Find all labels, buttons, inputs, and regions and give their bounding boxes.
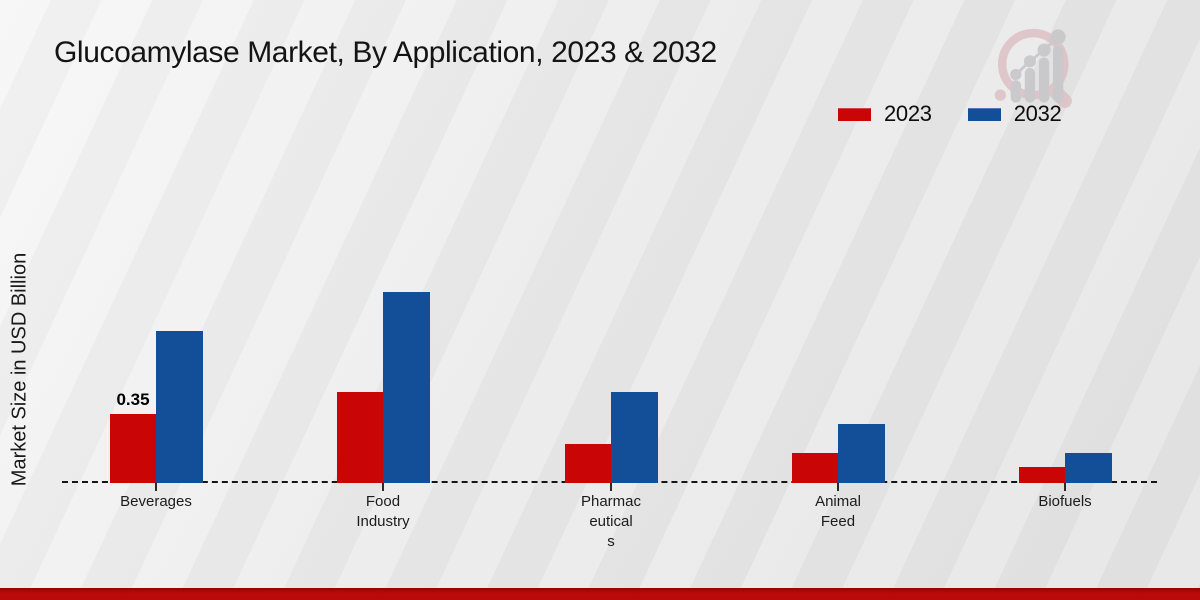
data-label-2023-beverages: 0.35 <box>116 390 150 409</box>
bar-2032-biofuels <box>1065 453 1112 483</box>
x-tick-pharmaceuticals <box>610 483 612 491</box>
bar-2032-beverages <box>156 331 203 483</box>
bar-2023-food-industry <box>337 392 383 483</box>
category-label-beverages: Beverages <box>120 493 192 510</box>
legend-label-2032: 2032 <box>1013 101 1062 126</box>
x-tick-biofuels <box>1064 483 1066 491</box>
category-label-biofuels: Biofuels <box>1038 493 1092 510</box>
category-label-pharmaceuticals: Pharmac eutical s <box>580 493 642 550</box>
bar-2032-food-industry <box>383 292 430 483</box>
footer-red-strip <box>0 588 1200 600</box>
x-tick-food-industry <box>382 483 384 491</box>
legend-item-2023: 2023 <box>838 101 932 127</box>
x-tick-animal-feed <box>837 483 839 491</box>
legend-label-2023: 2023 <box>884 101 932 126</box>
bar-2023-beverages <box>110 414 156 483</box>
bar-2023-animal-feed <box>792 453 838 483</box>
bar-2023-pharmaceuticals <box>565 444 611 483</box>
legend-swatch-2032 <box>967 107 1001 121</box>
legend: 2023 2032 <box>838 101 1062 127</box>
x-tick-beverages <box>155 483 157 491</box>
legend-item-2032: 2032 <box>967 101 1062 127</box>
chart-title: Glucoamylase Market, By Application, 202… <box>54 36 717 69</box>
magnifier-bar-chart-logo-icon <box>990 22 1084 115</box>
bar-2023-biofuels <box>1019 467 1065 483</box>
category-label-food-industry: Food Industry <box>356 493 410 530</box>
bar-2032-animal-feed <box>838 424 885 483</box>
legend-swatch-2023 <box>838 107 871 121</box>
category-label-animal-feed: Animal Feed <box>815 493 861 530</box>
bar-2032-pharmaceuticals <box>611 392 658 483</box>
